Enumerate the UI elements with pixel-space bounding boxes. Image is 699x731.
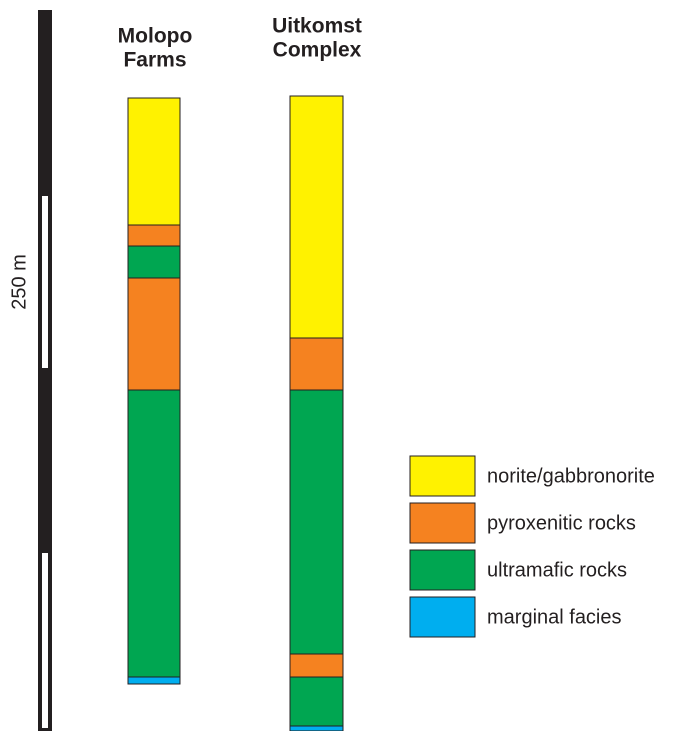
layer	[127, 97, 181, 226]
layer	[127, 277, 181, 391]
column-title: Molopo	[118, 25, 193, 48]
layer	[127, 224, 181, 247]
layer	[127, 389, 181, 678]
legend-swatch	[409, 502, 476, 544]
scale-label: 250 m	[8, 254, 30, 310]
column-title: Complex	[273, 39, 362, 62]
column	[289, 95, 344, 731]
legend-label: pyroxenitic rocks	[487, 512, 636, 534]
column-title: Uitkomst	[272, 15, 362, 38]
legend-swatch	[409, 596, 476, 638]
layer	[289, 389, 344, 655]
layer	[289, 337, 344, 391]
scale-bar: 250 m	[8, 10, 52, 731]
scale-bar-body	[38, 10, 52, 731]
legend-swatch	[409, 549, 476, 591]
layer	[127, 245, 181, 279]
legend-swatch	[409, 455, 476, 497]
scale-bar-gap	[42, 553, 48, 728]
legend-label: marginal facies	[487, 606, 622, 628]
layer	[289, 725, 344, 731]
layer	[127, 676, 181, 685]
layer	[289, 95, 344, 339]
legend-label: ultramafic rocks	[487, 559, 627, 581]
legend-label: norite/gabbronorite	[487, 465, 655, 487]
column-title: Farms	[123, 49, 186, 72]
layer	[289, 676, 344, 727]
scale-bar-gap	[42, 196, 48, 368]
column	[127, 97, 181, 685]
legend: norite/gabbronorite pyroxenitic rocks ul…	[409, 455, 655, 638]
layer	[289, 653, 344, 678]
